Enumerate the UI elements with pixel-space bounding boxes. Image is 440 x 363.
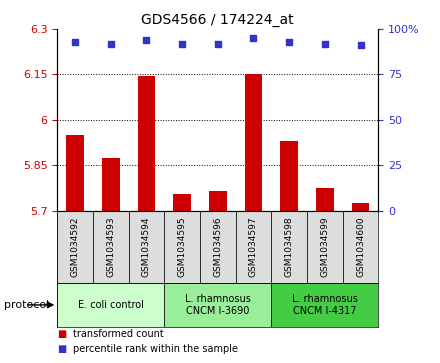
- Text: GSM1034594: GSM1034594: [142, 217, 151, 277]
- Bar: [352, 203, 370, 211]
- Text: E. coli control: E. coli control: [78, 300, 144, 310]
- Text: ■: ■: [57, 344, 66, 354]
- Point: [179, 41, 186, 46]
- Point: [357, 42, 364, 48]
- Text: GSM1034598: GSM1034598: [285, 216, 293, 277]
- Bar: [57, 283, 164, 327]
- Text: GSM1034595: GSM1034595: [178, 216, 187, 277]
- Bar: [307, 211, 343, 283]
- Point: [107, 41, 114, 46]
- Bar: [128, 211, 164, 283]
- Point: [72, 39, 79, 45]
- Point: [143, 37, 150, 43]
- Point: [286, 39, 293, 45]
- Bar: [173, 194, 191, 211]
- Bar: [343, 211, 378, 283]
- Text: GSM1034597: GSM1034597: [249, 216, 258, 277]
- Bar: [66, 135, 84, 211]
- Point: [321, 41, 328, 46]
- Bar: [245, 74, 262, 211]
- Bar: [164, 211, 200, 283]
- Text: GSM1034596: GSM1034596: [213, 216, 222, 277]
- Text: GSM1034593: GSM1034593: [106, 216, 115, 277]
- Text: GSM1034592: GSM1034592: [70, 217, 80, 277]
- Bar: [271, 211, 307, 283]
- Text: ■: ■: [57, 329, 66, 339]
- Bar: [236, 211, 271, 283]
- Text: L. rhamnosus
CNCM I-3690: L. rhamnosus CNCM I-3690: [185, 294, 251, 316]
- Bar: [102, 158, 120, 211]
- Title: GDS4566 / 174224_at: GDS4566 / 174224_at: [142, 13, 294, 26]
- Bar: [280, 141, 298, 211]
- Bar: [57, 211, 93, 283]
- Bar: [138, 76, 155, 211]
- Bar: [200, 211, 236, 283]
- Text: GSM1034600: GSM1034600: [356, 216, 365, 277]
- Bar: [93, 211, 128, 283]
- Bar: [316, 188, 334, 211]
- Text: L. rhamnosus
CNCM I-4317: L. rhamnosus CNCM I-4317: [292, 294, 358, 316]
- Bar: [271, 283, 378, 327]
- Text: GSM1034599: GSM1034599: [320, 216, 330, 277]
- Bar: [164, 283, 271, 327]
- Point: [250, 35, 257, 41]
- Text: percentile rank within the sample: percentile rank within the sample: [73, 344, 238, 354]
- Bar: [209, 191, 227, 211]
- Point: [214, 41, 221, 46]
- Text: protocol: protocol: [4, 300, 50, 310]
- Text: transformed count: transformed count: [73, 329, 163, 339]
